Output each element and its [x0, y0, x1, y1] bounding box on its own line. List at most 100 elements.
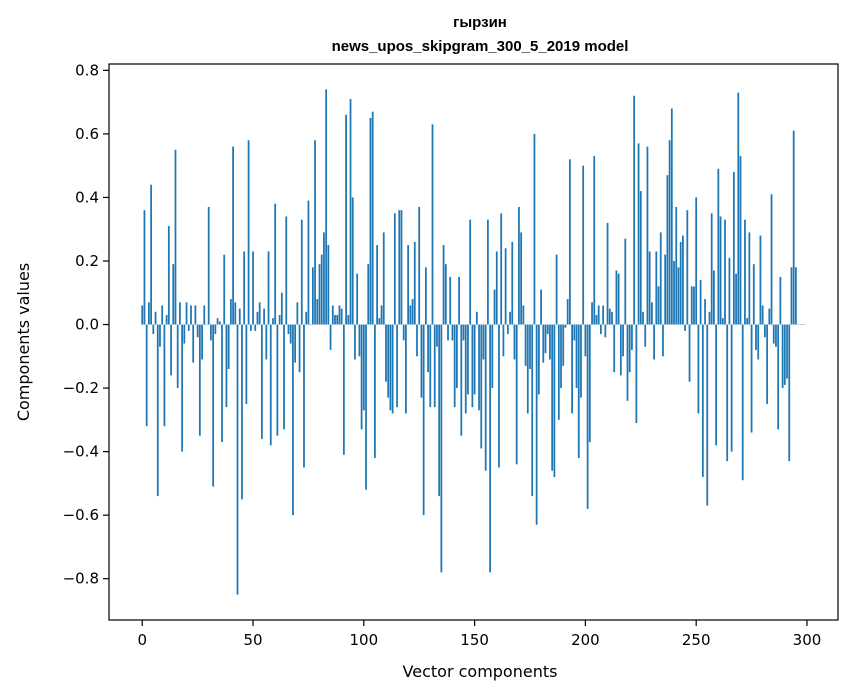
bar — [659, 232, 662, 325]
bar — [389, 324, 392, 411]
bar — [761, 305, 764, 325]
bar — [795, 267, 797, 325]
bar — [506, 324, 509, 335]
bar — [159, 324, 161, 347]
bar — [619, 324, 622, 376]
bar — [719, 216, 722, 325]
bar — [531, 324, 534, 497]
bar — [323, 232, 325, 325]
bar — [265, 324, 268, 360]
bar — [218, 321, 221, 325]
bar — [728, 257, 731, 325]
bar — [611, 311, 613, 325]
chart-title-line2: news_upos_skipgram_300_5_2019 model — [332, 38, 629, 55]
bar — [320, 254, 323, 325]
bar — [192, 324, 195, 363]
bar — [316, 299, 319, 325]
y-tick-label: −0.8 — [63, 570, 99, 588]
bar — [475, 311, 478, 325]
bar — [238, 308, 241, 325]
bar — [376, 245, 378, 325]
bar — [655, 251, 658, 325]
bar — [156, 324, 159, 497]
bar — [635, 324, 638, 424]
bar — [518, 206, 520, 325]
bar — [560, 324, 562, 389]
y-tick-label: 0.0 — [75, 316, 99, 334]
bar — [759, 235, 762, 325]
bar — [460, 324, 463, 436]
bar — [768, 308, 771, 325]
y-axis-label: Components values — [14, 263, 33, 421]
bar — [726, 324, 729, 462]
bar — [287, 324, 290, 335]
bar — [562, 324, 565, 366]
bar — [170, 324, 172, 376]
bar — [154, 311, 157, 325]
bar — [522, 305, 525, 325]
bar — [770, 194, 773, 325]
bar — [682, 235, 684, 325]
bar — [360, 324, 363, 430]
bar — [684, 324, 686, 331]
bar — [393, 213, 396, 325]
x-tick-label: 50 — [243, 631, 262, 649]
bar — [544, 324, 547, 354]
bar — [374, 324, 376, 458]
bar — [243, 251, 246, 325]
bar — [757, 324, 760, 360]
bar — [267, 251, 270, 325]
bar — [631, 324, 633, 350]
bar — [708, 311, 711, 325]
bar — [646, 146, 649, 325]
bar — [440, 324, 443, 573]
bar — [314, 140, 316, 325]
bar — [433, 324, 436, 408]
bar — [254, 324, 257, 331]
bar — [261, 324, 263, 439]
bar — [595, 314, 598, 325]
x-tick-label: 250 — [682, 631, 711, 649]
bar — [380, 305, 383, 325]
bar — [480, 324, 483, 449]
bar — [704, 299, 706, 325]
bar — [679, 241, 682, 325]
bar — [690, 286, 693, 325]
y-tick-label: −0.6 — [63, 506, 99, 524]
bar — [750, 324, 753, 433]
bar — [256, 311, 259, 325]
x-tick-label: 200 — [571, 631, 600, 649]
bar — [172, 264, 175, 325]
bar — [571, 324, 573, 414]
bar — [329, 324, 332, 350]
bar — [196, 324, 199, 338]
bar — [735, 273, 737, 325]
bar — [542, 324, 545, 363]
bar — [606, 222, 609, 325]
bar — [274, 203, 277, 325]
bar — [336, 314, 339, 325]
bar — [588, 324, 591, 443]
bar — [617, 273, 620, 325]
bar — [580, 324, 582, 398]
y-tick-label: −0.2 — [63, 379, 99, 397]
bar — [639, 191, 642, 325]
x-tick-label: 0 — [137, 631, 147, 649]
bar — [354, 324, 356, 360]
bar — [276, 324, 279, 436]
bar — [369, 118, 372, 325]
bar — [409, 305, 412, 325]
bar — [775, 324, 777, 347]
bar — [573, 324, 576, 341]
bar — [526, 324, 529, 414]
bar — [642, 311, 644, 325]
bar — [429, 324, 432, 408]
bar — [668, 140, 671, 325]
bar — [495, 251, 498, 325]
bar — [214, 324, 217, 335]
bar — [633, 95, 636, 325]
x-tick-label: 150 — [460, 631, 489, 649]
bar — [272, 318, 274, 325]
bar — [564, 324, 567, 328]
bar — [686, 210, 689, 325]
